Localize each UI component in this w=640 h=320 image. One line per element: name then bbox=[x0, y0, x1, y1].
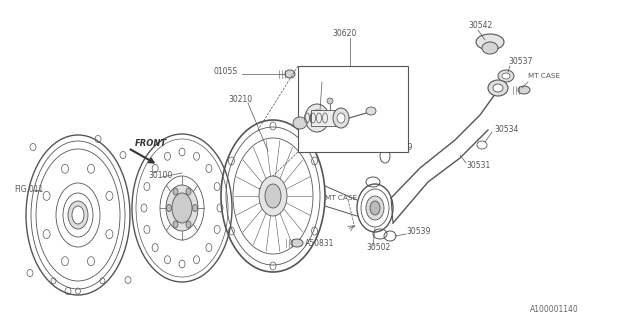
Ellipse shape bbox=[72, 206, 84, 224]
Text: 30537: 30537 bbox=[508, 58, 532, 67]
Text: MT CASE: MT CASE bbox=[325, 195, 357, 201]
Ellipse shape bbox=[488, 80, 508, 96]
Text: FIG.011: FIG.011 bbox=[14, 186, 44, 195]
Ellipse shape bbox=[291, 239, 303, 247]
Ellipse shape bbox=[366, 107, 376, 115]
Ellipse shape bbox=[166, 204, 172, 212]
Text: 30620: 30620 bbox=[332, 28, 356, 37]
Text: 30100: 30100 bbox=[148, 171, 172, 180]
Text: A50831: A50831 bbox=[305, 238, 334, 247]
Ellipse shape bbox=[493, 84, 503, 92]
Text: 30210: 30210 bbox=[228, 95, 252, 105]
Text: 0105S: 0105S bbox=[214, 68, 238, 76]
Ellipse shape bbox=[173, 221, 178, 228]
Ellipse shape bbox=[305, 104, 329, 132]
Ellipse shape bbox=[265, 184, 281, 208]
Ellipse shape bbox=[366, 196, 384, 220]
Ellipse shape bbox=[337, 113, 345, 123]
Ellipse shape bbox=[68, 201, 88, 229]
Ellipse shape bbox=[259, 176, 287, 216]
Ellipse shape bbox=[333, 108, 349, 128]
Ellipse shape bbox=[130, 132, 234, 284]
Ellipse shape bbox=[173, 188, 178, 195]
Text: MT CASE: MT CASE bbox=[528, 73, 560, 79]
Text: 30542: 30542 bbox=[468, 21, 492, 30]
Ellipse shape bbox=[355, 182, 395, 234]
Ellipse shape bbox=[186, 188, 191, 195]
Ellipse shape bbox=[219, 118, 327, 274]
Ellipse shape bbox=[24, 133, 132, 297]
Bar bbox=[311, 110, 341, 126]
Text: 30534: 30534 bbox=[494, 125, 518, 134]
Text: 30531: 30531 bbox=[466, 161, 490, 170]
Ellipse shape bbox=[498, 70, 514, 82]
Ellipse shape bbox=[166, 185, 198, 231]
Ellipse shape bbox=[476, 34, 504, 50]
Text: FRONT: FRONT bbox=[135, 140, 167, 148]
Text: A100001140: A100001140 bbox=[530, 306, 579, 315]
Ellipse shape bbox=[285, 70, 295, 78]
Text: 30539: 30539 bbox=[388, 143, 412, 153]
Ellipse shape bbox=[370, 201, 380, 215]
Ellipse shape bbox=[310, 110, 324, 126]
Text: 30622: 30622 bbox=[304, 76, 328, 84]
Ellipse shape bbox=[293, 117, 307, 129]
Ellipse shape bbox=[482, 42, 498, 54]
Ellipse shape bbox=[327, 98, 333, 104]
Bar bbox=[298, 66, 408, 152]
Text: 30502: 30502 bbox=[366, 244, 390, 252]
Ellipse shape bbox=[502, 73, 510, 79]
Ellipse shape bbox=[518, 86, 530, 94]
Ellipse shape bbox=[172, 193, 192, 223]
Ellipse shape bbox=[193, 204, 198, 212]
Text: 30539: 30539 bbox=[406, 228, 430, 236]
Ellipse shape bbox=[186, 221, 191, 228]
